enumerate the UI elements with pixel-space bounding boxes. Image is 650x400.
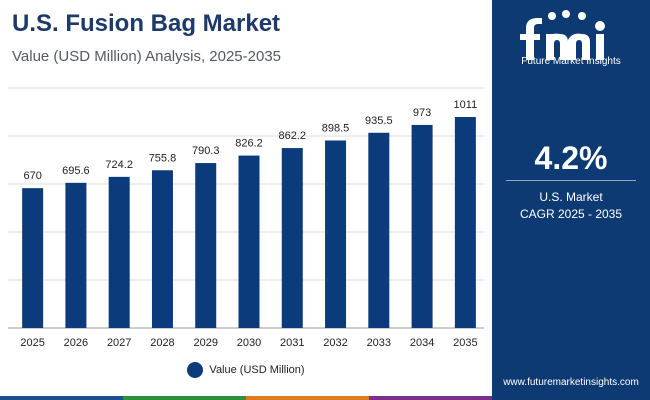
website-link[interactable]: www.futuremarketinsights.com xyxy=(503,377,639,388)
x-tick-label: 2026 xyxy=(64,337,88,349)
strip-segment xyxy=(123,396,246,400)
strip-segment xyxy=(369,396,492,400)
x-tick-label: 2027 xyxy=(107,337,131,349)
data-label: 695.6 xyxy=(62,165,90,177)
cagr-value: 4.2% xyxy=(534,140,608,176)
x-tick-label: 2031 xyxy=(280,337,304,349)
data-label: 670 xyxy=(23,170,41,182)
bar xyxy=(238,155,260,328)
bar xyxy=(368,132,390,328)
x-tick-label: 2025 xyxy=(20,337,44,349)
data-label: 973 xyxy=(413,107,431,119)
fmi-logo xyxy=(520,10,605,60)
data-label: 790.3 xyxy=(192,145,220,157)
data-label: 1011 xyxy=(454,99,478,111)
bar xyxy=(22,188,44,328)
chart-legend: Value (USD Million) xyxy=(0,362,492,378)
data-label: 862.2 xyxy=(279,130,307,142)
data-label: 755.8 xyxy=(149,152,177,164)
bar xyxy=(65,182,87,328)
x-tick-label: 2033 xyxy=(367,337,391,349)
page-subtitle: Value (USD Million) Analysis, 2025-2035 xyxy=(12,48,282,65)
bar xyxy=(454,117,476,328)
x-tick-label: 2032 xyxy=(323,337,347,349)
x-tick-label: 2030 xyxy=(237,337,261,349)
bar xyxy=(108,176,130,328)
data-label: 898.5 xyxy=(322,122,350,134)
cagr-period-label: CAGR 2025 - 2035 xyxy=(519,207,623,221)
x-tick-label: 2034 xyxy=(410,337,434,349)
data-label: 935.5 xyxy=(365,115,393,127)
bar xyxy=(151,170,173,328)
main-panel: U.S. Fusion Bag Market Value (USD Millio… xyxy=(0,10,492,400)
bar xyxy=(195,163,217,328)
x-tick-label: 2029 xyxy=(193,337,217,349)
bar xyxy=(325,140,347,328)
strip-segment xyxy=(246,396,369,400)
sidebar-panel: Future Market Insights 4.2% U.S. Market … xyxy=(492,0,650,400)
cagr-market-label: U.S. Market xyxy=(539,190,603,204)
bar xyxy=(281,148,303,328)
page-title: U.S. Fusion Bag Market xyxy=(12,10,281,37)
logo-text: Future Market Insights xyxy=(521,56,621,67)
x-tick-label: 2035 xyxy=(453,337,477,349)
legend-marker xyxy=(187,362,204,378)
data-label: 724.2 xyxy=(105,159,133,171)
cagr-divider xyxy=(506,180,636,181)
legend-label: Value (USD Million) xyxy=(209,364,305,376)
bottom-color-strip xyxy=(0,396,492,400)
bar-chart: 670 2025 695.6 2026 724.2 2027 755.8 2028 790.3 2… xyxy=(8,87,484,349)
x-tick-label: 2028 xyxy=(150,337,174,349)
strip-segment xyxy=(0,396,123,400)
data-label: 826.2 xyxy=(235,138,263,150)
bar xyxy=(411,124,433,328)
